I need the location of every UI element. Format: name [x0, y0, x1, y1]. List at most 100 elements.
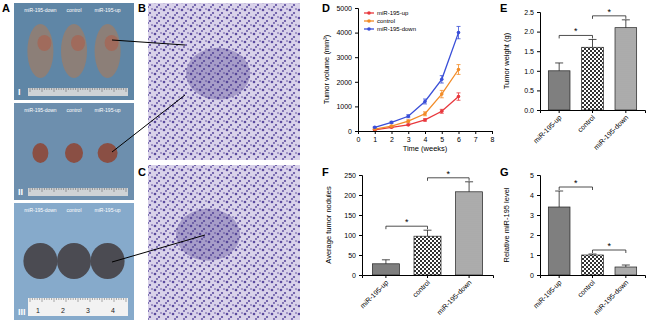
ruler-tick: [104, 188, 105, 190]
photo-background: [14, 103, 134, 200]
tick: 2.5: [524, 9, 540, 16]
bar: [548, 71, 570, 110]
ruler-tick: [102, 88, 103, 92]
tick-label: 3000: [336, 54, 352, 61]
ruler-tick: [123, 188, 124, 190]
ruler-tick: [39, 188, 40, 190]
ruler-tick: [56, 298, 57, 300]
error-bar-part: [424, 230, 432, 231]
ruler-tick: [30, 298, 31, 302]
ruler-tick: [78, 88, 79, 92]
tick-label: 7: [474, 136, 478, 143]
tick: miR-195-down: [592, 275, 629, 316]
legend-label: miR-195-down: [377, 26, 416, 32]
ruler-tick: [66, 188, 67, 192]
axis-title: Time (weeks): [403, 144, 448, 153]
ruler-number: 3: [86, 307, 90, 314]
mouse: [61, 24, 87, 78]
error-bar: [373, 126, 377, 128]
significance-bracket: *: [559, 26, 592, 38]
annotation: *: [574, 178, 578, 188]
ruler-tick: [82, 298, 83, 300]
ruler-tick: [63, 298, 64, 300]
axis-title: Tumor volume (mm³): [322, 34, 331, 104]
ruler-tick: [114, 88, 115, 92]
ruler-tick: [63, 188, 64, 190]
ruler-tick: [118, 188, 119, 190]
ruler-tick: [42, 298, 43, 302]
y-axis: 0.00.51.01.52.02.5: [524, 9, 540, 114]
ruler-tick: [126, 298, 127, 302]
error-bar: [457, 93, 461, 100]
legend-label: miR-195-up: [377, 10, 409, 16]
tick: 5: [530, 172, 540, 179]
tick: 0: [352, 272, 362, 279]
histology-cluster: [186, 48, 250, 100]
ruler-tick: [58, 298, 59, 300]
ruler-tick: [58, 88, 59, 90]
x-axis: miR-195-upcontrolmiR-195-down: [359, 275, 494, 316]
figure: ABCDEFGmiR-195-downcontrolmiR-195-upImiR…: [0, 0, 650, 323]
ruler-tick: [70, 88, 71, 90]
ruler-tick: [82, 88, 83, 90]
ruler-number: 4: [111, 307, 115, 314]
ruler-tick: [37, 188, 38, 190]
error-bar: [457, 26, 461, 38]
tick-label: 100: [344, 232, 356, 239]
tick: 0: [530, 272, 540, 279]
ruler-tick: [121, 88, 122, 90]
tick-mark: [359, 235, 362, 236]
ruler-tick: [30, 188, 31, 192]
panel-letter: D: [322, 2, 330, 14]
tick: 4000: [336, 29, 358, 36]
ruler-tick: [73, 88, 74, 90]
annotation: *: [574, 26, 578, 36]
tick-mark: [408, 131, 409, 134]
tick-mark: [537, 175, 540, 176]
tick: 0.5: [524, 87, 540, 94]
photo-label: control: [66, 7, 81, 13]
tick-label: 2.0: [524, 28, 534, 35]
tumor: [37, 35, 51, 51]
tick-label: 4000: [336, 29, 352, 36]
mouse: [27, 24, 53, 78]
tick-label: 1.0: [524, 68, 534, 75]
point: [457, 31, 461, 35]
ruler-tick: [111, 188, 112, 190]
tick-label: control: [576, 278, 596, 298]
ruler-tick: [90, 188, 91, 192]
point: [440, 110, 444, 114]
error-bar-part: [423, 103, 427, 104]
error-bar-part: [457, 38, 461, 39]
tick-label: 2: [530, 232, 534, 239]
tick: 7: [474, 131, 478, 143]
tick-label: 200: [344, 192, 356, 199]
panel-letter: E: [500, 2, 507, 14]
tick-mark: [559, 275, 560, 278]
tick: 2.0: [524, 28, 540, 35]
legend-label: control: [377, 18, 395, 24]
tick: 0: [348, 128, 358, 135]
error-bar-part: [622, 265, 630, 266]
y-axis: 012345: [530, 172, 540, 279]
ruler-tick: [54, 188, 55, 192]
ruler-tick: [34, 188, 35, 190]
ruler-tick: [54, 298, 55, 302]
ruler-tick: [75, 188, 76, 190]
ruler-tick: [114, 188, 115, 192]
tick: 250: [344, 172, 362, 179]
ruler-tick: [68, 298, 69, 300]
tick-mark: [359, 255, 362, 256]
tick: 0: [357, 131, 361, 143]
ruler-tick: [66, 298, 67, 302]
tick: 0.0: [524, 107, 540, 114]
tick: miR-195-up: [359, 275, 391, 310]
error-bar-part: [592, 39, 593, 47]
tick: 1: [373, 131, 377, 143]
tick-mark: [355, 106, 358, 107]
tick-mark: [355, 131, 358, 132]
tick-mark: [537, 32, 540, 33]
ruler-tick: [75, 88, 76, 90]
ruler-tick: [42, 188, 43, 192]
ruler-tick: [46, 188, 47, 190]
